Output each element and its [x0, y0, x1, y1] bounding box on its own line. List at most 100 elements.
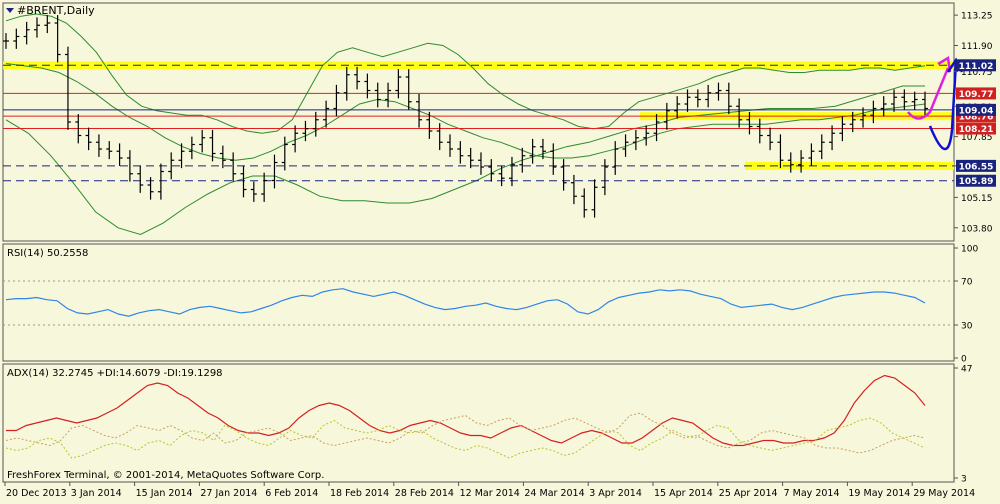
- price-tag-box: [956, 87, 996, 100]
- price-bars: [3, 15, 928, 218]
- price-tag-label: 105.89: [959, 177, 994, 187]
- price-bar: [230, 152, 237, 182]
- rsi-plot: [3, 280, 954, 326]
- price-tick-label: 103.80: [961, 224, 993, 234]
- price-bar: [33, 17, 40, 38]
- price-bar: [364, 73, 371, 99]
- x-tick-label: 18 Feb 2014: [330, 488, 389, 499]
- price-bar: [539, 138, 546, 160]
- price-bar: [570, 174, 577, 205]
- price-bar: [488, 159, 495, 182]
- x-tick-label: 3 Apr 2014: [589, 488, 642, 499]
- price-bar: [694, 89, 701, 108]
- price-bar: [75, 114, 82, 144]
- price-bar: [705, 84, 712, 108]
- price-bar: [870, 100, 877, 124]
- price-bar: [746, 111, 753, 135]
- price-bar: [168, 152, 175, 180]
- adx-tick-label: 3: [961, 475, 967, 485]
- price-bar: [354, 66, 361, 90]
- rsi-panel: [2, 243, 955, 362]
- y-axis-labels: 113.25111.90109.20107.85106.55105.15103.…: [954, 12, 996, 485]
- price-tag-109.77: 109.77: [956, 87, 996, 100]
- chevron-down-icon[interactable]: [6, 8, 14, 13]
- price-bar: [250, 181, 257, 202]
- price-tag-108.21: 108.21: [956, 122, 996, 135]
- price-tag-box: [956, 122, 996, 135]
- price-bar: [3, 33, 9, 49]
- price-bar: [106, 141, 113, 160]
- price-bar: [188, 136, 195, 160]
- price-tag-label: 111.02: [959, 62, 994, 72]
- price-bar: [632, 129, 639, 151]
- price-bar: [622, 134, 629, 157]
- x-tick-label: 12 Mar 2014: [460, 488, 520, 499]
- x-tick-label: 3 Jan 2014: [71, 488, 122, 499]
- price-bar: [808, 143, 815, 166]
- adx-plot: [5, 374, 926, 459]
- bollinger-middle-line: [5, 63, 926, 161]
- price-bar: [199, 129, 206, 153]
- main-panel: [2, 2, 955, 242]
- price-bar: [64, 46, 71, 130]
- price-bar: [157, 163, 164, 200]
- price-tag-box: [956, 159, 996, 172]
- price-bar: [922, 91, 928, 117]
- footer-copyright: FreshForex Terminal, © 2001-2014, MetaQu…: [7, 470, 324, 481]
- price-bar: [849, 111, 856, 133]
- forecast-arrow-up: [907, 67, 950, 120]
- rsi-tick-label: 0: [961, 355, 967, 365]
- price-bar: [302, 120, 309, 142]
- price-bar: [591, 179, 598, 218]
- price-bar: [426, 111, 433, 139]
- price-bar: [447, 134, 454, 157]
- price-bar: [829, 125, 836, 151]
- price-bar: [787, 152, 794, 173]
- price-tag-111.02: 111.02: [956, 59, 996, 72]
- price-tick-label: 110.75: [961, 68, 993, 78]
- price-bar: [23, 21, 30, 45]
- adx-tick-label: 47: [961, 365, 972, 375]
- price-tag-109.04: 109.04: [956, 103, 996, 116]
- price-bar: [901, 89, 908, 110]
- price-tag-label: 109.77: [959, 90, 994, 100]
- x-tick-label: 29 May 2014: [913, 488, 975, 499]
- price-bar: [395, 69, 402, 99]
- x-tick-label: 19 May 2014: [848, 488, 910, 499]
- price-tag-label: 108.21: [959, 125, 994, 135]
- price-bar: [756, 118, 763, 144]
- price-bar: [95, 134, 102, 157]
- price-bar: [736, 98, 743, 128]
- price-bar: [343, 66, 350, 101]
- price-bar: [292, 125, 299, 153]
- forecast-arrows: [907, 55, 964, 151]
- price-bar: [508, 156, 515, 187]
- price-bar: [529, 138, 536, 164]
- x-tick-label: 6 Feb 2014: [265, 488, 318, 499]
- forecast-arrow-dip: [928, 61, 958, 151]
- price-tick-label: 105.15: [961, 194, 993, 204]
- bollinger-bands: [5, 13, 926, 236]
- price-bar: [663, 102, 670, 130]
- price-bar: [385, 82, 392, 108]
- price-bar: [436, 123, 443, 151]
- price-bar: [219, 145, 226, 169]
- x-tick-label: 24 Mar 2014: [524, 488, 584, 499]
- chart-title: #BRENT,Daily: [17, 4, 95, 17]
- price-bar: [612, 141, 619, 175]
- x-tick-label: 27 Jan 2014: [200, 488, 257, 499]
- price-bar: [271, 154, 278, 189]
- bollinger-lower-line: [5, 85, 925, 236]
- adx-title: ADX(14) 32.2745 +DI:14.6079 -DI:19.1298: [7, 368, 223, 379]
- price-bar: [880, 96, 887, 117]
- price-bar: [13, 28, 20, 49]
- adx-series-adx: [6, 374, 926, 447]
- price-tag-106.55: 106.55: [956, 159, 996, 172]
- price-bar: [674, 96, 681, 119]
- price-bar: [85, 127, 92, 151]
- price-bar: [653, 114, 660, 142]
- rsi-tick-label: 100: [961, 245, 978, 255]
- x-axis-labels: 20 Dec 2013 3 Jan 2014 15 Jan 2014 27 Jan 2…: [4, 482, 975, 499]
- price-bar: [550, 143, 557, 175]
